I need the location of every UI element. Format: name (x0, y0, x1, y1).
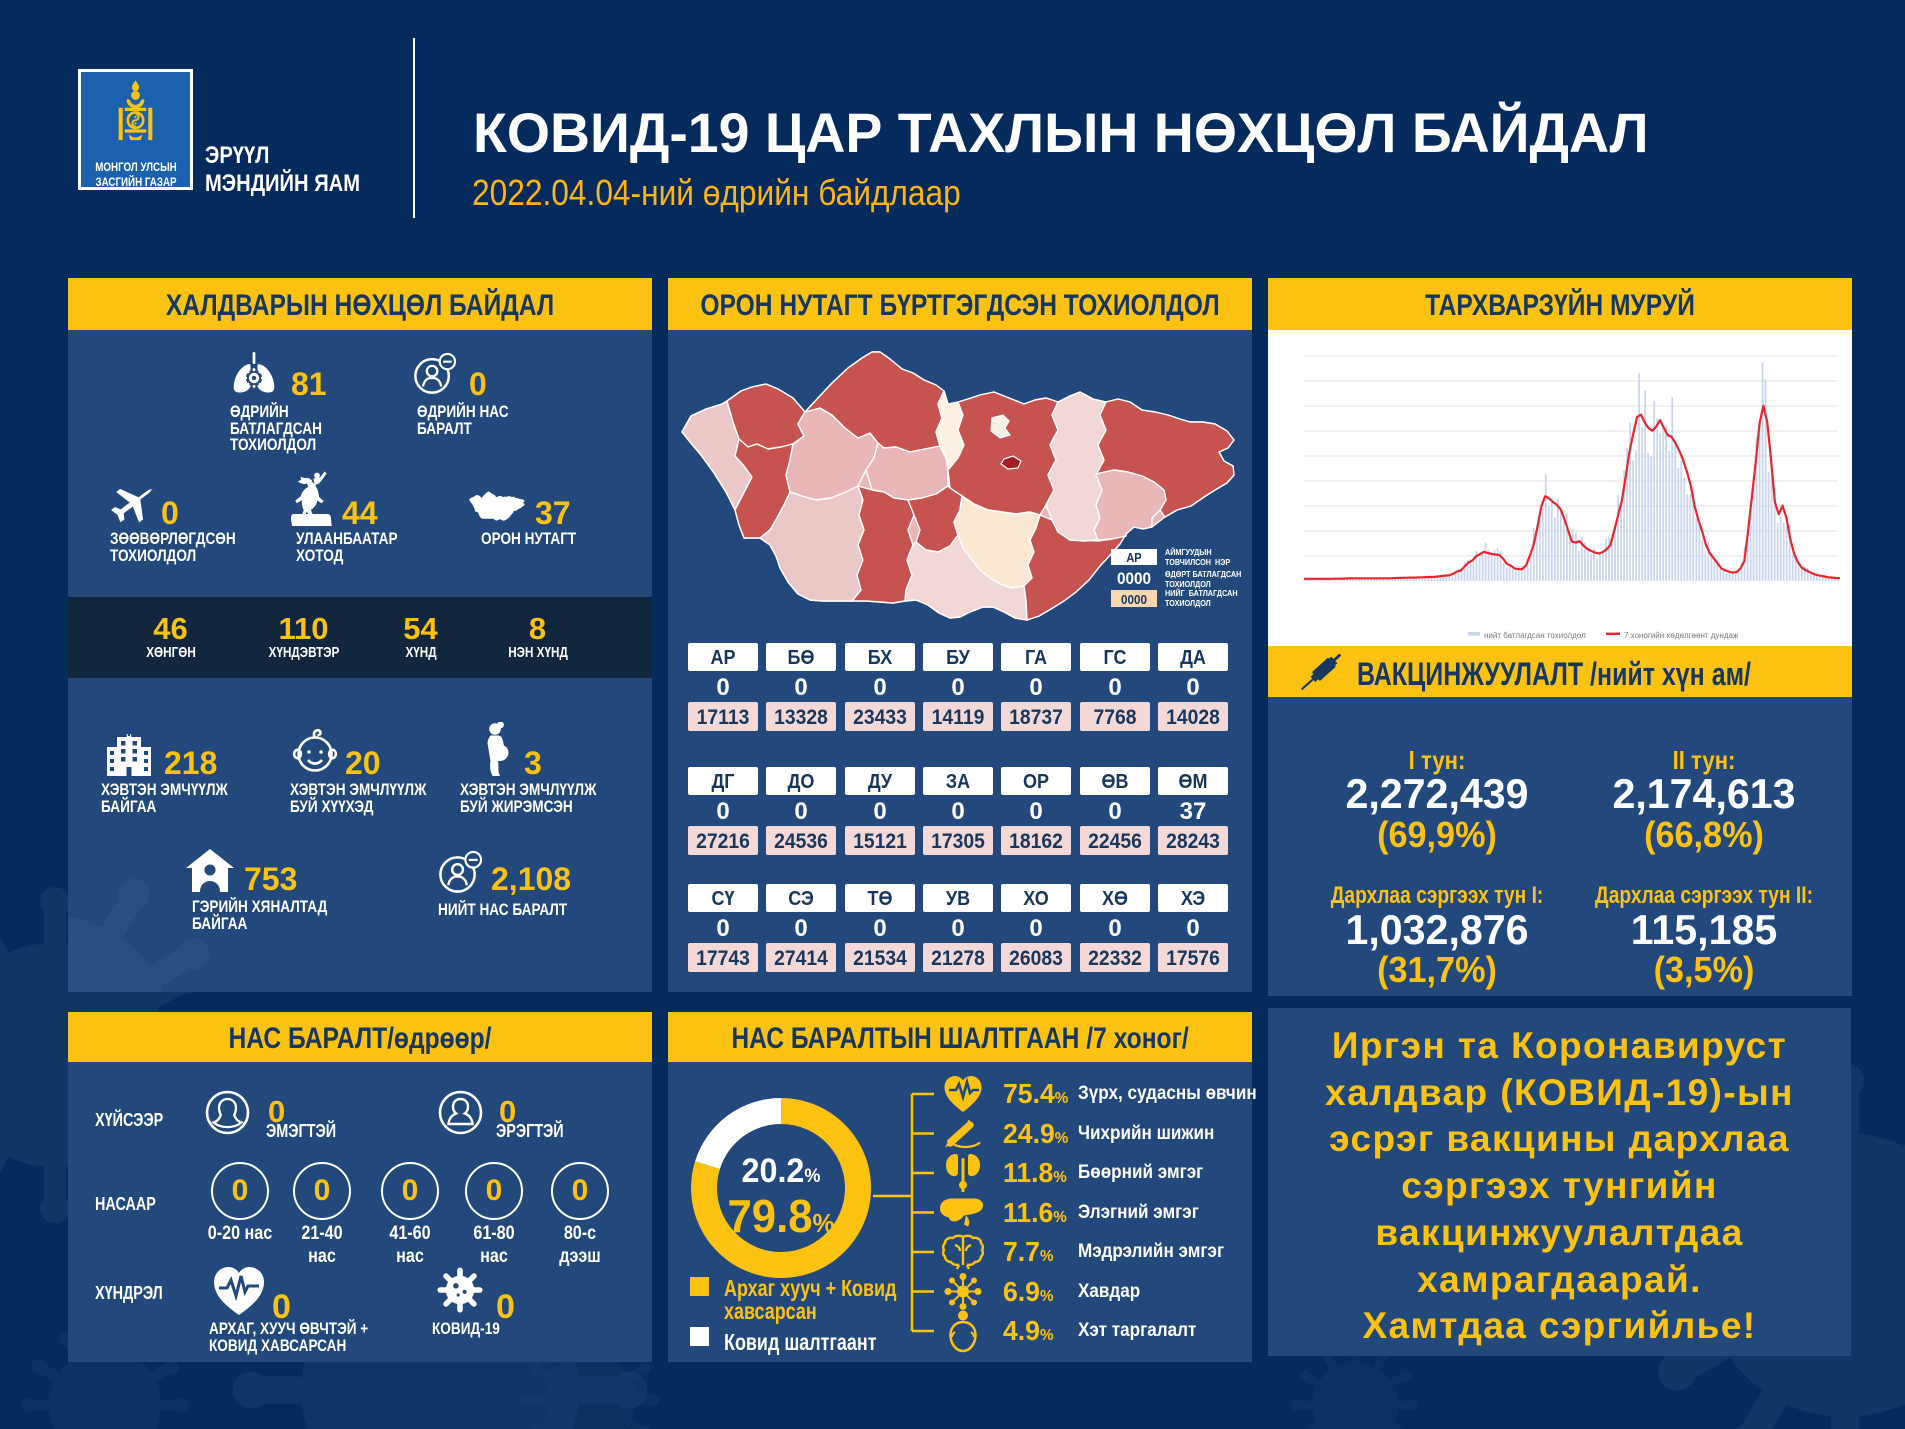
svg-text:нийт батлагдсан тохиолдол: нийт батлагдсан тохиолдол (1484, 631, 1586, 640)
svg-text:H: H (126, 732, 131, 741)
svg-text:7 хоногийн хөдөлгөөнт дундаж: 7 хоногийн хөдөлгөөнт дундаж (1624, 631, 1739, 640)
